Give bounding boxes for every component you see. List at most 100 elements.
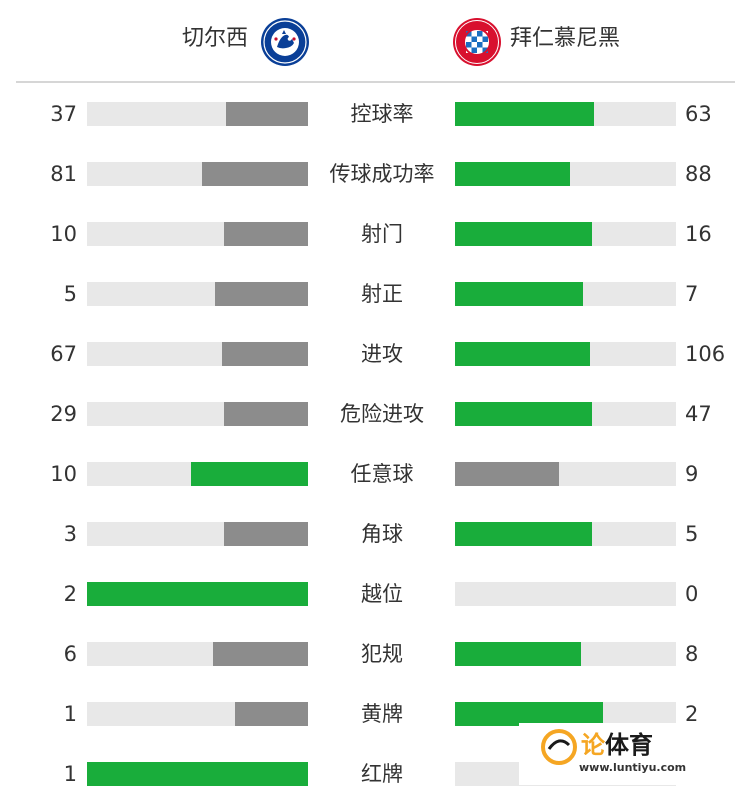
home-stat-bar-track [87,582,308,606]
away-stat-value: 9 [685,462,699,486]
stat-row: 1 黄牌 2 [0,684,750,744]
stat-row: 37 控球率 63 [0,84,750,144]
away-stat-bar-track [455,102,676,126]
stat-row: 10 射门 16 [0,204,750,264]
away-stat-bar-fill [455,102,594,126]
watermark-brand-rest: 体育 [605,731,653,759]
away-stat-value: 7 [685,282,699,306]
home-stat-bar-track [87,402,308,426]
away-stat-bar-track [455,402,676,426]
watermark: 论体育 www.luntiyu.com [519,723,739,785]
home-stat-value: 1 [63,762,77,786]
away-stat-bar-track [455,282,676,306]
away-stat-bar-fill [455,522,592,546]
home-stat-bar-fill [87,762,308,786]
home-stat-bar-track [87,282,308,306]
stat-label: 越位 [361,582,403,606]
away-stat-value: 2 [685,702,699,726]
away-stat-bar-track [455,342,676,366]
stat-label: 控球率 [350,102,414,126]
away-stat-value: 88 [685,162,712,186]
away-stat-bar-fill [455,162,570,186]
home-stat-bar-track [87,522,308,546]
stat-label: 危险进攻 [340,402,424,426]
home-stat-bar-track [87,102,308,126]
away-stat-value: 5 [685,522,699,546]
home-stat-bar-track [87,762,308,786]
home-stat-bar-fill [224,222,308,246]
away-stat-bar-track [455,462,676,486]
home-stat-bar-fill [213,642,308,666]
home-stat-value: 10 [50,462,77,486]
home-stat-value: 81 [50,162,77,186]
away-stat-bar-track [455,642,676,666]
home-stat-bar-track [87,702,308,726]
home-stat-value: 29 [50,402,77,426]
away-stat-bar-fill [455,402,592,426]
away-stat-bar-track [455,162,676,186]
watermark-brand-first: 论 [581,731,605,759]
home-stat-bar-track [87,342,308,366]
stat-row: 3 角球 5 [0,504,750,564]
stat-label: 犯规 [361,642,403,666]
home-stat-bar-track [87,462,308,486]
home-stat-bar-track [87,162,308,186]
home-stat-value: 67 [50,342,77,366]
home-stat-bar-fill [215,282,308,306]
away-stat-bar-fill [455,282,583,306]
away-team-name: 拜仁慕尼黑 [510,26,621,51]
away-stat-value: 8 [685,642,699,666]
home-stat-bar-fill [87,582,308,606]
stat-label: 任意球 [350,462,414,486]
home-stat-bar-track [87,222,308,246]
stat-row: 67 进攻 106 [0,324,750,384]
home-stat-value: 5 [63,282,77,306]
away-stat-value: 47 [685,402,712,426]
home-stat-bar-fill [226,102,308,126]
stat-row: 29 危险进攻 47 [0,384,750,444]
away-stat-bar-fill [455,702,603,726]
stat-label: 进攻 [361,342,403,366]
watermark-url: www.luntiyu.com [579,761,687,774]
brand-logo-icon [541,729,577,765]
stat-row: 10 任意球 9 [0,444,750,504]
stat-row: 5 射正 7 [0,264,750,324]
stat-row: 81 传球成功率 88 [0,144,750,204]
home-stat-bar-fill [222,342,308,366]
stat-label: 黄牌 [361,702,403,726]
home-stat-value: 1 [63,702,77,726]
home-stat-bar-fill [224,522,308,546]
away-stat-bar-track [455,582,676,606]
stat-label: 角球 [361,522,403,546]
home-stat-bar-track [87,642,308,666]
away-stat-bar-fill [455,642,581,666]
home-stat-value: 3 [63,522,77,546]
away-stat-bar-fill [455,222,592,246]
watermark-brand: 论体育 [581,731,653,759]
home-stat-bar-fill [224,402,308,426]
away-stat-bar-track [455,222,676,246]
home-stat-bar-fill [235,702,308,726]
header-divider [16,81,735,83]
home-stat-bar-fill [191,462,308,486]
away-stat-value: 106 [685,342,726,366]
home-stat-value: 2 [63,582,77,606]
away-stat-bar-track [455,522,676,546]
bayern-crest-icon [453,18,501,66]
stat-label: 红牌 [361,762,403,786]
match-header: 切尔西 拜仁慕尼黑 [0,0,750,82]
away-stat-value: 16 [685,222,712,246]
stat-label: 射门 [361,222,403,246]
stat-row: 2 越位 0 [0,564,750,624]
home-stat-value: 6 [63,642,77,666]
away-stat-bar-fill [455,462,559,486]
away-stat-value: 63 [685,102,712,126]
away-stat-bar-fill [455,342,590,366]
stat-label: 射正 [361,282,403,306]
home-team-name: 切尔西 [182,26,249,51]
away-stat-value: 0 [685,582,699,606]
away-stat-bar-track [455,702,676,726]
home-stat-value: 37 [50,102,77,126]
home-stat-value: 10 [50,222,77,246]
stat-row: 6 犯规 8 [0,624,750,684]
